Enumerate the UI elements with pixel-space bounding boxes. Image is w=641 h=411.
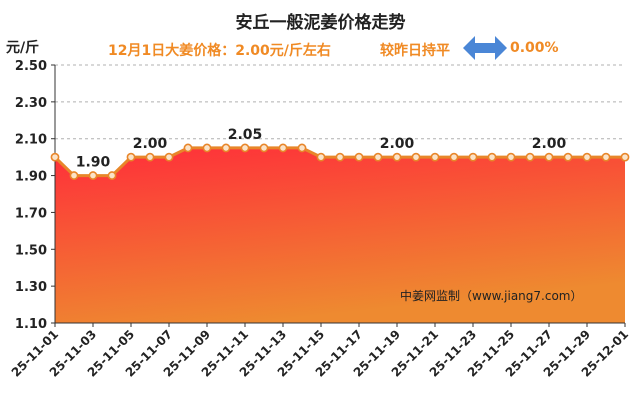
y-tick-label: 1.70 — [15, 206, 47, 221]
price-summary: 12月1日大姜价格：2.00元/斤左右 — [108, 43, 331, 59]
data-point — [392, 152, 402, 162]
data-point — [240, 143, 250, 153]
y-tick-label: 2.10 — [15, 133, 47, 148]
compare-label: 较昨日持平 — [380, 43, 450, 59]
area-fill — [55, 147, 625, 323]
y-tick-label: 1.30 — [15, 280, 47, 295]
data-label: 2.05 — [228, 127, 263, 143]
y-tick-label: 1.90 — [15, 170, 47, 185]
data-point — [487, 152, 497, 162]
data-label: 1.90 — [76, 155, 111, 171]
data-point — [183, 143, 193, 153]
chart-title: 安丘一般泥姜价格走势 — [235, 13, 406, 33]
data-point — [506, 152, 516, 162]
data-point — [525, 152, 535, 162]
data-point — [373, 152, 383, 162]
data-point — [354, 152, 364, 162]
data-point — [259, 143, 269, 153]
data-point — [297, 143, 307, 153]
data-point — [582, 152, 592, 162]
data-point — [468, 152, 478, 162]
data-point — [449, 152, 459, 162]
double-arrow-icon — [463, 36, 507, 60]
data-label: 2.00 — [532, 136, 567, 152]
data-point — [50, 152, 60, 162]
data-point — [88, 171, 98, 180]
data-point — [126, 152, 136, 162]
data-point — [278, 143, 288, 153]
data-point — [107, 171, 117, 180]
data-point — [430, 152, 440, 162]
data-label: 2.00 — [133, 136, 168, 152]
watermark: 中姜网监制（www.jiang7.com） — [400, 288, 582, 303]
data-point — [221, 143, 231, 153]
data-point — [316, 152, 326, 162]
y-tick-label: 2.30 — [15, 96, 47, 111]
y-tick-label: 1.50 — [15, 243, 47, 258]
data-point — [69, 171, 79, 180]
data-point — [620, 152, 630, 162]
data-point — [411, 152, 421, 162]
data-point — [335, 152, 345, 162]
data-point — [202, 143, 212, 153]
data-point — [601, 152, 611, 162]
change-percent: 0.00% — [510, 40, 559, 56]
y-tick-label: 2.50 — [15, 59, 47, 74]
y-unit-label: 元/斤 — [6, 40, 40, 56]
data-point — [544, 152, 554, 162]
data-label: 2.00 — [380, 136, 415, 152]
data-point — [145, 152, 155, 162]
data-point — [563, 152, 573, 162]
y-tick-label: 1.10 — [15, 317, 47, 332]
data-point — [164, 152, 174, 162]
